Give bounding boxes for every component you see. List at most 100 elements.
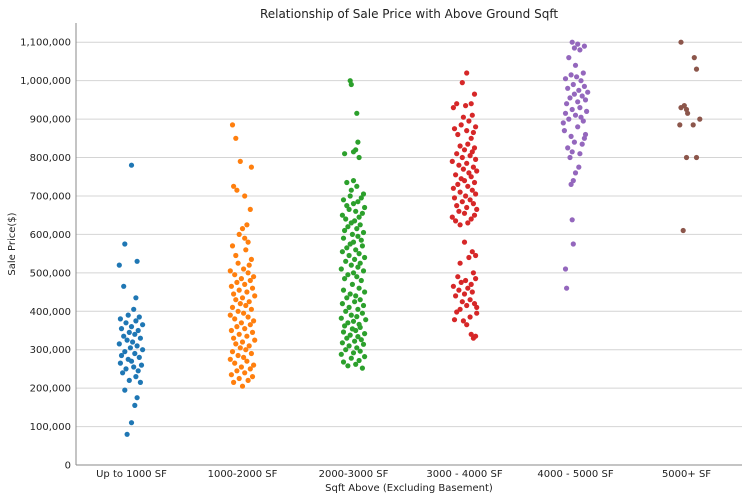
data-point bbox=[470, 129, 476, 136]
data-point bbox=[581, 43, 588, 49]
x-tick-label: 1000-2000 SF bbox=[208, 469, 278, 480]
data-point bbox=[339, 212, 345, 218]
data-point bbox=[246, 343, 252, 349]
y-tick-label: 1,000,000 bbox=[20, 76, 71, 87]
data-point bbox=[360, 302, 367, 309]
data-point bbox=[355, 334, 361, 340]
data-point bbox=[245, 377, 251, 383]
data-point bbox=[347, 291, 353, 297]
data-point bbox=[461, 291, 468, 297]
data-point bbox=[469, 149, 475, 155]
data-point bbox=[572, 62, 579, 68]
data-point bbox=[347, 78, 353, 84]
data-point bbox=[349, 281, 355, 287]
series-group bbox=[560, 39, 591, 291]
data-point bbox=[577, 47, 583, 53]
x-tick-label: 4000 - 5000 SF bbox=[537, 469, 613, 480]
data-point bbox=[124, 337, 130, 343]
data-point bbox=[132, 402, 138, 408]
data-point bbox=[357, 222, 363, 228]
data-point bbox=[339, 301, 345, 307]
data-point bbox=[356, 154, 362, 161]
data-point bbox=[455, 181, 461, 187]
y-tick-label: 200,000 bbox=[30, 384, 71, 395]
data-point bbox=[570, 241, 576, 247]
data-point bbox=[568, 133, 574, 139]
data-point bbox=[357, 297, 363, 303]
x-tick-label: 5000+ SF bbox=[662, 469, 711, 480]
data-point bbox=[233, 341, 239, 347]
data-point bbox=[136, 354, 142, 360]
data-point bbox=[244, 222, 250, 228]
data-point bbox=[456, 162, 462, 168]
data-point bbox=[343, 308, 349, 314]
data-point bbox=[340, 287, 347, 293]
x-tick-labels: Up to 1000 SF 1000-2000 SF 2000-3000 SF 300… bbox=[96, 469, 711, 480]
data-point bbox=[466, 170, 472, 176]
data-point bbox=[585, 89, 591, 95]
data-point bbox=[246, 299, 252, 305]
data-point bbox=[233, 297, 239, 303]
data-point bbox=[340, 329, 347, 335]
data-point bbox=[458, 176, 464, 182]
data-point bbox=[120, 370, 126, 376]
data-point bbox=[131, 364, 137, 370]
data-point bbox=[474, 310, 480, 316]
data-point bbox=[232, 272, 238, 278]
data-point bbox=[356, 251, 362, 257]
data-point bbox=[128, 420, 135, 426]
data-point bbox=[569, 149, 575, 155]
data-point bbox=[457, 143, 463, 149]
data-point bbox=[238, 276, 244, 282]
data-point bbox=[348, 312, 354, 318]
data-point bbox=[229, 243, 236, 249]
data-point bbox=[344, 335, 350, 341]
data-point bbox=[577, 151, 583, 157]
data-point bbox=[677, 122, 683, 128]
data-point bbox=[122, 349, 128, 355]
data-point bbox=[239, 226, 246, 232]
data-point bbox=[343, 216, 349, 222]
data-point bbox=[451, 317, 458, 323]
data-point bbox=[575, 124, 581, 130]
data-point bbox=[235, 260, 241, 266]
x-axis-label: Sqft Above (Excluding Basement) bbox=[325, 483, 493, 494]
data-point bbox=[140, 322, 146, 328]
data-point bbox=[362, 204, 368, 211]
data-point bbox=[342, 227, 348, 234]
data-point bbox=[236, 231, 242, 237]
data-point bbox=[464, 70, 470, 76]
data-point bbox=[362, 289, 368, 295]
data-point bbox=[569, 39, 575, 45]
data-point bbox=[343, 347, 349, 353]
data-point bbox=[234, 187, 240, 193]
data-point bbox=[350, 201, 357, 207]
data-point bbox=[455, 131, 461, 138]
data-point bbox=[579, 141, 585, 147]
data-point bbox=[353, 361, 359, 367]
data-point bbox=[128, 324, 135, 330]
data-point bbox=[241, 266, 247, 272]
data-point bbox=[562, 266, 569, 272]
data-point bbox=[338, 266, 344, 272]
data-point bbox=[348, 262, 354, 268]
data-point bbox=[247, 322, 253, 328]
y-tick-label: 400,000 bbox=[30, 307, 71, 318]
data-point bbox=[458, 122, 464, 128]
data-point bbox=[345, 363, 351, 369]
data-point bbox=[467, 314, 473, 320]
data-point bbox=[454, 101, 460, 107]
data-point bbox=[118, 326, 125, 332]
data-point bbox=[562, 76, 569, 82]
y-tick-label: 300,000 bbox=[30, 345, 71, 356]
data-point bbox=[474, 304, 480, 310]
data-point bbox=[242, 235, 248, 241]
data-point bbox=[359, 310, 365, 316]
data-point bbox=[681, 103, 687, 109]
data-point bbox=[691, 55, 697, 61]
data-point bbox=[353, 293, 359, 299]
data-point bbox=[453, 172, 459, 178]
data-point bbox=[690, 122, 696, 128]
series-group bbox=[338, 78, 369, 371]
data-point bbox=[133, 295, 139, 301]
